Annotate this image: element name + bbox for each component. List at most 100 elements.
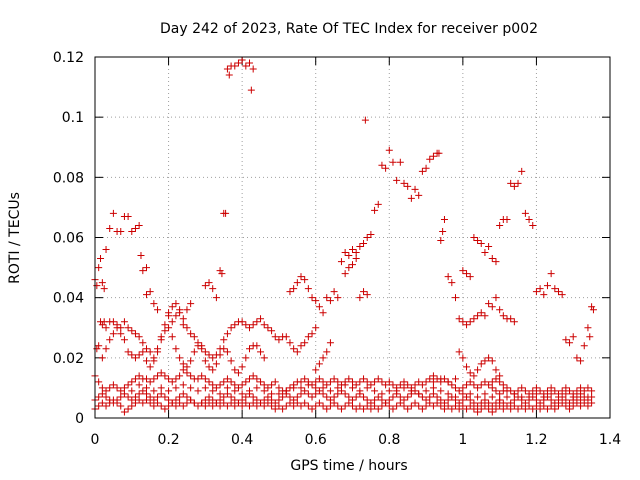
data-point	[246, 387, 253, 395]
data-point	[481, 312, 489, 320]
data-point	[286, 288, 294, 296]
data-point	[231, 381, 239, 389]
data-point	[433, 399, 441, 407]
data-point	[220, 393, 228, 401]
data-point	[154, 399, 162, 407]
data-point	[584, 324, 592, 332]
data-point	[172, 312, 180, 320]
data-point	[106, 336, 114, 344]
data-point	[547, 384, 555, 392]
data-point	[404, 182, 412, 190]
data-point	[97, 255, 105, 263]
data-point	[290, 285, 298, 293]
data-point	[400, 179, 408, 187]
data-point	[349, 384, 356, 392]
data-point	[143, 384, 150, 392]
data-point	[271, 399, 279, 407]
data-point	[301, 387, 309, 395]
data-point	[242, 378, 250, 386]
data-point	[275, 402, 283, 410]
data-point	[510, 318, 518, 326]
data-point	[227, 399, 235, 407]
data-point	[589, 306, 597, 314]
data-point	[341, 402, 349, 410]
data-point	[367, 399, 375, 407]
data-point	[521, 209, 529, 217]
data-point	[363, 396, 371, 404]
data-point	[223, 402, 231, 410]
data-point	[150, 387, 158, 395]
data-point	[326, 396, 334, 404]
data-point	[437, 396, 445, 404]
data-point	[194, 387, 202, 395]
data-point	[485, 399, 493, 407]
data-point	[154, 372, 162, 380]
data-point	[308, 405, 316, 413]
data-point	[496, 221, 504, 229]
data-point	[157, 333, 165, 341]
data-point	[150, 375, 158, 383]
data-point	[337, 405, 345, 413]
data-point	[275, 384, 283, 392]
data-point	[345, 375, 353, 383]
data-point	[95, 342, 103, 350]
data-point	[120, 336, 128, 344]
data-point	[323, 393, 331, 401]
data-point	[577, 396, 585, 404]
data-point	[242, 399, 250, 407]
data-point	[437, 402, 445, 410]
data-point	[102, 324, 110, 332]
data-point	[161, 372, 169, 380]
data-point	[246, 402, 253, 410]
data-point	[558, 399, 566, 407]
data-point	[238, 363, 246, 371]
data-point	[179, 390, 187, 398]
x-tick-label: 0.4	[231, 432, 253, 448]
data-point	[264, 393, 272, 401]
data-point	[477, 240, 485, 248]
data-point	[179, 381, 187, 389]
data-point	[154, 345, 162, 353]
data-point	[308, 294, 316, 302]
data-point	[234, 399, 242, 407]
data-point	[378, 378, 386, 386]
data-point	[562, 384, 570, 392]
data-point	[393, 402, 401, 410]
data-point	[474, 402, 482, 410]
data-point	[510, 390, 518, 398]
data-point	[165, 324, 173, 332]
data-point	[257, 378, 265, 386]
data-point	[580, 342, 588, 350]
data-point	[503, 215, 511, 223]
data-point	[573, 354, 581, 362]
data-point	[168, 318, 176, 326]
data-point	[341, 270, 349, 278]
data-point	[231, 387, 239, 395]
data-point	[367, 405, 375, 413]
data-point	[231, 396, 239, 404]
data-point	[120, 384, 128, 392]
data-point	[120, 318, 128, 326]
data-point	[183, 369, 191, 377]
data-point	[227, 378, 235, 386]
data-point	[275, 396, 283, 404]
data-point	[297, 384, 305, 392]
data-point	[577, 402, 585, 410]
data-point	[411, 399, 419, 407]
data-point	[363, 384, 371, 392]
data-point	[131, 330, 139, 338]
data-point	[459, 396, 467, 404]
data-point	[172, 300, 180, 308]
data-point	[157, 390, 165, 398]
data-point	[418, 381, 426, 389]
data-point	[518, 167, 526, 175]
data-point	[109, 318, 117, 326]
data-point	[176, 354, 184, 362]
data-point	[529, 405, 537, 413]
data-point	[492, 375, 500, 383]
data-point	[477, 309, 485, 317]
data-point	[293, 393, 301, 401]
data-point	[176, 399, 184, 407]
data-point	[172, 396, 180, 404]
data-point	[532, 288, 540, 296]
